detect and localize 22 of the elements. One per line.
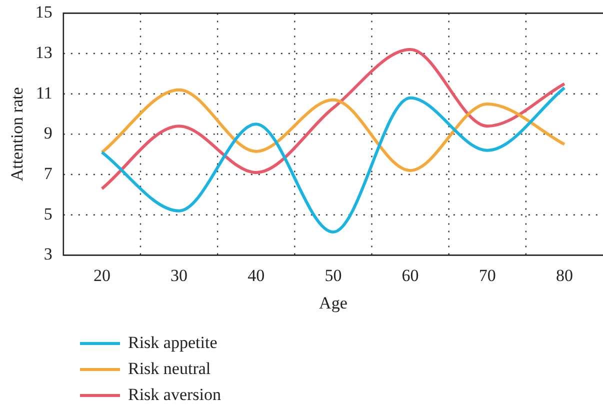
x-tick-label: 40	[248, 266, 265, 285]
x-axis-title: Age	[319, 293, 348, 312]
y-tick-label: 13	[35, 43, 52, 62]
x-tick-label: 80	[556, 266, 573, 285]
y-tick-label: 7	[44, 164, 53, 183]
line-series	[100, 88, 566, 172]
y-tick-label: 5	[44, 204, 52, 224]
x-tick-label: 60	[402, 266, 419, 285]
line-series	[100, 48, 566, 190]
y-tick-label: 11	[36, 83, 52, 102]
y-tick-label: 9	[44, 124, 52, 143]
y-tick-label: 15	[35, 2, 52, 22]
y-tick-label: 3	[44, 244, 52, 264]
legend-label: Risk appetite	[128, 333, 218, 353]
x-tick-label: 20	[93, 266, 110, 285]
x-tick-label: 30	[170, 266, 188, 285]
legend-label: Risk neutral	[128, 359, 211, 379]
legend-label: Risk aversion	[128, 385, 222, 405]
x-tick-label: 70	[478, 266, 496, 285]
line-series	[100, 86, 566, 234]
y-axis-title: Attention rate	[8, 87, 27, 182]
x-tick-label: 50	[324, 266, 342, 285]
